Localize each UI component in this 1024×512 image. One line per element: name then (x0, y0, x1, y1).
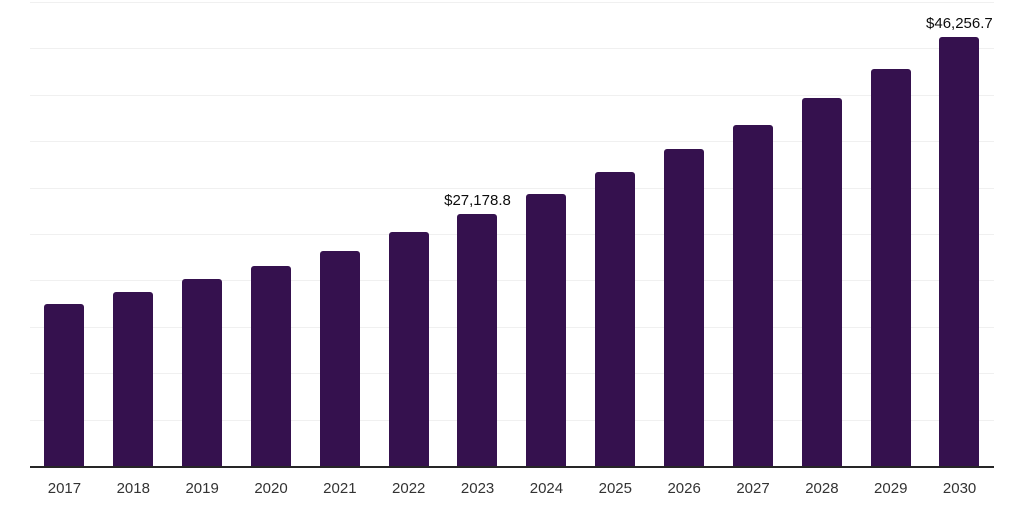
plot-area: $27,178.8 $46,256.7 (30, 2, 994, 468)
bar-slot-2028 (801, 2, 842, 466)
x-tick-2022: 2022 (392, 480, 426, 497)
x-tick-2028: 2028 (805, 480, 839, 497)
bar-2029 (870, 68, 911, 466)
data-label-2030: $46,256.7 (926, 14, 993, 32)
bar-2020 (250, 265, 291, 466)
bar-slot-2022 (388, 2, 429, 466)
bar-slot-2020 (250, 2, 291, 466)
bar-2026 (664, 148, 705, 466)
x-tick-2024: 2024 (529, 480, 564, 497)
x-tick-2021: 2021 (323, 480, 357, 497)
bar-slot-2029 (870, 2, 911, 466)
x-tick-2030: 2030 (942, 480, 977, 497)
bar-2024 (526, 194, 567, 466)
x-tick-2019: 2019 (185, 480, 219, 497)
x-tick-2029: 2029 (874, 480, 908, 497)
bar-slot-2025 (595, 2, 636, 466)
bar-slot-2018 (113, 2, 154, 466)
data-label-2023: $27,178.8 (444, 191, 511, 209)
bar-slot-2026 (664, 2, 705, 466)
bar-slot-2027 (732, 2, 773, 466)
bar-slot-2024 (526, 2, 567, 466)
bar-2027 (732, 125, 773, 466)
bar-slot-2030: $46,256.7 (926, 2, 993, 466)
bar-slot-2021 (319, 2, 360, 466)
x-tick-2026: 2026 (667, 480, 701, 497)
bars-container: $27,178.8 $46,256.7 (30, 2, 994, 466)
bar-slot-2017 (44, 2, 85, 466)
bar-2023 (457, 213, 498, 466)
x-tick-2023: 2023 (460, 480, 495, 497)
bar-slot-2019 (182, 2, 223, 466)
bar-2021 (319, 250, 360, 466)
x-axis-labels: 2017 2018 2019 2020 2021 2022 2023 2024 2025 2026… (30, 480, 994, 497)
x-tick-2018: 2018 (116, 480, 150, 497)
x-tick-2017: 2017 (47, 480, 82, 497)
x-tick-2025: 2025 (598, 480, 632, 497)
bar-2018 (113, 292, 154, 466)
bar-2017 (44, 303, 85, 466)
x-tick-2020: 2020 (254, 480, 288, 497)
bar-2028 (801, 97, 842, 466)
bar-2030 (939, 36, 980, 466)
bar-slot-2023: $27,178.8 (444, 2, 511, 466)
bar-2025 (595, 171, 636, 466)
x-tick-2027: 2027 (736, 480, 770, 497)
bar-2022 (388, 232, 429, 466)
bar-2019 (182, 279, 223, 466)
